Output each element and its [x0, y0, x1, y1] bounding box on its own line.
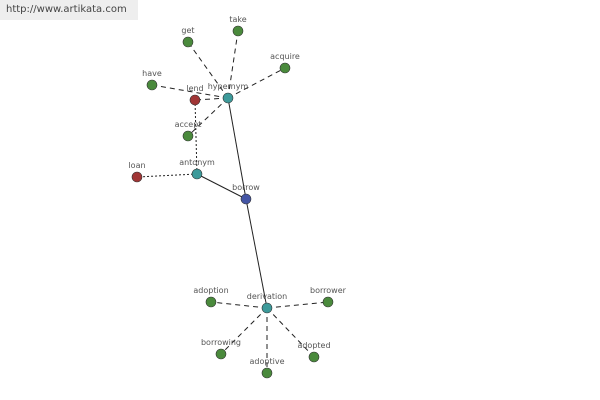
node [232, 25, 244, 37]
node-label: borrowing [201, 338, 241, 347]
edge [136, 173, 198, 178]
edge [196, 173, 247, 200]
node [279, 62, 291, 74]
edge [245, 198, 268, 309]
edge [194, 97, 229, 101]
node [261, 367, 273, 379]
node-label: hypernym [208, 82, 249, 91]
node-label: adopted [297, 341, 330, 350]
nodes: borrow hypernym antonym derivation get take ac… [128, 15, 347, 379]
edge [266, 307, 315, 358]
node [205, 296, 217, 308]
node-label: loan [128, 161, 145, 170]
node [308, 351, 320, 363]
edge [187, 97, 229, 137]
edge [151, 84, 229, 99]
edge [194, 99, 198, 175]
site-url[interactable]: http://www.artikata.com [0, 0, 138, 20]
node [182, 130, 194, 142]
node [240, 193, 252, 205]
node [131, 171, 143, 183]
node-label: acquire [270, 52, 300, 61]
node-label: borrower [310, 286, 347, 295]
node-label: get [181, 26, 194, 35]
node [189, 94, 201, 106]
node [182, 36, 194, 48]
node [322, 296, 334, 308]
edges [136, 30, 329, 373]
node [215, 348, 227, 360]
edge [187, 41, 229, 99]
edge [227, 30, 239, 99]
edge [210, 301, 268, 309]
edge [227, 97, 247, 200]
node-label: lend [186, 84, 203, 93]
node [261, 302, 273, 314]
node-label: take [229, 15, 246, 24]
node [191, 168, 203, 180]
node-label: antonym [179, 158, 215, 167]
edge [227, 67, 286, 99]
edge [266, 301, 329, 309]
node-label: have [142, 69, 162, 78]
node [146, 79, 158, 91]
node-label: adoptive [250, 357, 285, 366]
node-label: borrow [232, 183, 260, 192]
edge [220, 307, 268, 355]
node-label: adoption [193, 286, 228, 295]
node [222, 92, 234, 104]
node-label: accept [175, 120, 202, 129]
node-label: derivation [247, 292, 287, 301]
